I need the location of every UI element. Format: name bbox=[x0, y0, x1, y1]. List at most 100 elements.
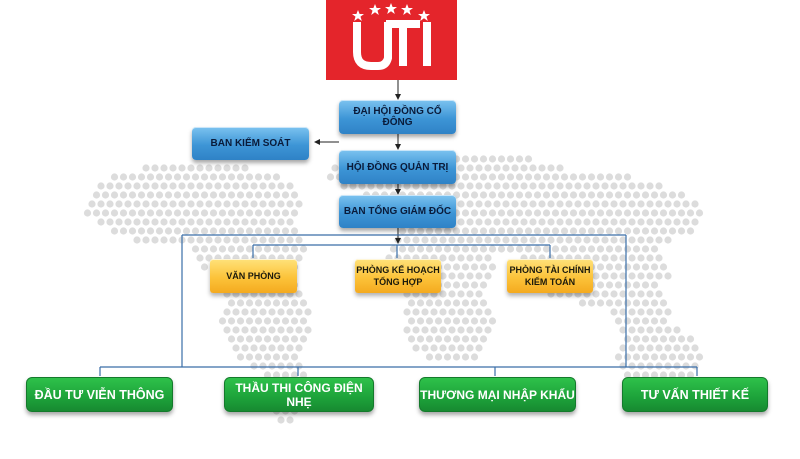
map-dot bbox=[497, 209, 506, 217]
map-dot bbox=[506, 209, 515, 217]
map-dot bbox=[655, 236, 663, 244]
map-dot bbox=[605, 263, 614, 271]
map-dot bbox=[560, 191, 569, 199]
map-dot bbox=[281, 227, 290, 235]
map-dot bbox=[677, 371, 686, 379]
map-dot bbox=[182, 173, 191, 181]
map-dot bbox=[169, 200, 177, 208]
import-trade-label: THƯƠNG MẠI NHẬP KHẨU bbox=[420, 387, 575, 402]
map-dot bbox=[578, 209, 587, 217]
supervisory-board-box[interactable]: BAN KIỂM SOÁT bbox=[192, 127, 309, 160]
map-dot bbox=[646, 362, 654, 370]
map-dot bbox=[659, 227, 668, 235]
general-meeting-box[interactable]: ĐẠI HỘI ĐỒNG CỔ ĐÔNG bbox=[339, 100, 456, 134]
map-dot bbox=[160, 218, 168, 226]
board-of-directors-label: HỘI ĐỒNG QUẢN TRỊ bbox=[346, 161, 449, 173]
map-dot bbox=[470, 191, 479, 199]
map-dot bbox=[412, 182, 420, 190]
map-dot bbox=[119, 191, 128, 199]
map-dot bbox=[682, 218, 690, 226]
map-dot bbox=[128, 227, 137, 235]
map-dot bbox=[173, 191, 182, 199]
map-dot bbox=[214, 164, 222, 172]
map-dot bbox=[614, 191, 623, 199]
map-dot bbox=[682, 362, 690, 370]
map-dot bbox=[556, 236, 564, 244]
map-dot bbox=[628, 236, 636, 244]
map-dot bbox=[115, 200, 123, 208]
map-dot bbox=[497, 245, 506, 253]
map-dot bbox=[637, 236, 645, 244]
finance-department-box[interactable]: PHÒNG TÀI CHÍNH KIỂM TOÁN bbox=[507, 259, 593, 293]
map-dot bbox=[290, 317, 299, 325]
map-dot bbox=[470, 227, 479, 235]
map-dot bbox=[461, 353, 470, 361]
map-dot bbox=[484, 272, 492, 280]
map-dot bbox=[286, 362, 294, 370]
map-dot bbox=[425, 335, 434, 343]
map-dot bbox=[542, 245, 551, 253]
map-dot bbox=[619, 290, 627, 298]
map-dot bbox=[610, 308, 618, 316]
telecom-investment-box[interactable]: ĐẦU TƯ VIỄN THÔNG bbox=[26, 377, 173, 412]
map-dot bbox=[412, 308, 420, 316]
map-dot bbox=[434, 227, 443, 235]
map-dot bbox=[646, 308, 654, 316]
map-dot bbox=[425, 299, 434, 307]
map-dot bbox=[488, 209, 497, 217]
map-dot bbox=[263, 371, 272, 379]
map-dot bbox=[587, 191, 596, 199]
board-of-directors-box[interactable]: HỘI ĐỒNG QUẢN TRỊ bbox=[339, 150, 456, 184]
map-dot bbox=[223, 182, 231, 190]
map-dot bbox=[245, 173, 254, 181]
map-dot bbox=[281, 353, 290, 361]
map-dot bbox=[439, 326, 447, 334]
map-dot bbox=[448, 290, 456, 298]
map-dot bbox=[529, 236, 537, 244]
map-dot bbox=[587, 209, 596, 217]
map-dot bbox=[416, 317, 425, 325]
map-dot bbox=[619, 218, 627, 226]
map-dot bbox=[605, 173, 614, 181]
map-dot bbox=[655, 326, 663, 334]
map-dot bbox=[628, 272, 636, 280]
map-dot bbox=[340, 182, 348, 190]
map-dot bbox=[178, 182, 186, 190]
map-dot bbox=[263, 191, 272, 199]
map-dot bbox=[479, 155, 488, 163]
design-consulting-box[interactable]: TƯ VẤN THIẾT KẾ bbox=[622, 377, 768, 412]
office-box[interactable]: VĂN PHÒNG bbox=[210, 259, 297, 293]
map-dot bbox=[299, 299, 308, 307]
uti-logo-mark bbox=[352, 3, 431, 70]
import-trade-box[interactable]: THƯƠNG MẠI NHẬP KHẨU bbox=[419, 377, 576, 412]
map-dot bbox=[520, 164, 528, 172]
map-dot bbox=[200, 227, 209, 235]
map-dot bbox=[632, 317, 641, 325]
map-dot bbox=[619, 308, 627, 316]
map-dot bbox=[646, 344, 654, 352]
map-dot bbox=[641, 263, 650, 271]
map-dot bbox=[479, 191, 488, 199]
executive-board-box[interactable]: BAN TỔNG GIÁM ĐỐC bbox=[339, 195, 456, 228]
map-dot bbox=[569, 173, 578, 181]
map-dot bbox=[542, 227, 551, 235]
map-dot bbox=[619, 326, 627, 334]
map-dot bbox=[443, 335, 452, 343]
map-dot bbox=[286, 344, 294, 352]
map-dot bbox=[610, 272, 618, 280]
map-dot bbox=[124, 200, 132, 208]
low-voltage-contracting-box[interactable]: THẦU THI CÔNG ĐIỆN NHẸ bbox=[224, 377, 374, 412]
planning-department-box[interactable]: PHÒNG KẾ HOẠCH TỔNG HỢP bbox=[355, 259, 441, 293]
map-dot bbox=[97, 182, 105, 190]
map-dot bbox=[628, 182, 636, 190]
map-dot bbox=[632, 263, 641, 271]
map-dot bbox=[547, 200, 555, 208]
map-dot bbox=[290, 335, 299, 343]
map-dot bbox=[290, 191, 299, 199]
map-dot bbox=[619, 182, 627, 190]
map-dot bbox=[106, 182, 114, 190]
map-dot bbox=[614, 227, 623, 235]
map-dot bbox=[601, 200, 609, 208]
map-dot bbox=[470, 209, 479, 217]
map-dot bbox=[214, 182, 222, 190]
